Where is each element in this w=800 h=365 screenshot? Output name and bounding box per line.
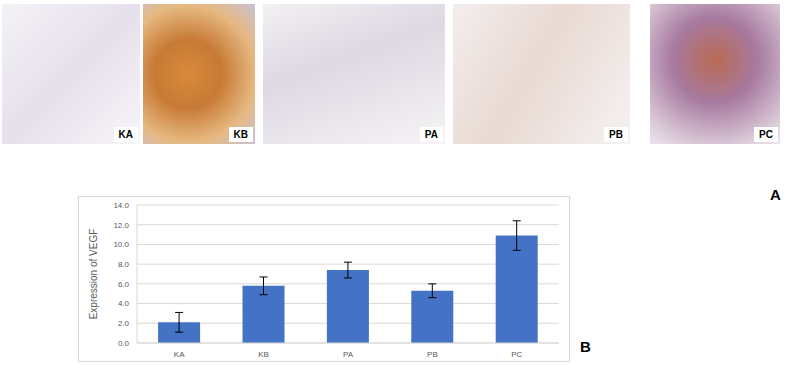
svg-text:KB: KB: [258, 350, 269, 359]
svg-text:2.0: 2.0: [118, 319, 130, 328]
svg-text:4.0: 4.0: [118, 299, 130, 308]
html-text:A: A: [770, 186, 781, 203]
html-text:PC: PC: [759, 129, 773, 140]
html-text:B: B: [580, 338, 591, 355]
svg-text:PC: PC: [511, 350, 522, 359]
svg-text:10.0: 10.0: [113, 240, 129, 249]
svg-text:6.0: 6.0: [118, 280, 130, 289]
html-text:KB: KB: [233, 129, 248, 140]
svg-text:0.0: 0.0: [118, 339, 130, 348]
html-text:PA: PA: [424, 129, 438, 140]
html-text:PB: PB: [609, 129, 623, 140]
svg-text:14.0: 14.0: [113, 201, 129, 210]
svg-text:Expression of VEGF: Expression of VEGF: [88, 229, 99, 320]
svg-text:KA: KA: [174, 350, 185, 359]
svg-text:8.0: 8.0: [118, 260, 130, 269]
html-text:KA: KA: [118, 129, 133, 140]
svg-text:PB: PB: [427, 350, 438, 359]
svg-text:12.0: 12.0: [113, 221, 129, 230]
svg-text:PA: PA: [343, 350, 354, 359]
